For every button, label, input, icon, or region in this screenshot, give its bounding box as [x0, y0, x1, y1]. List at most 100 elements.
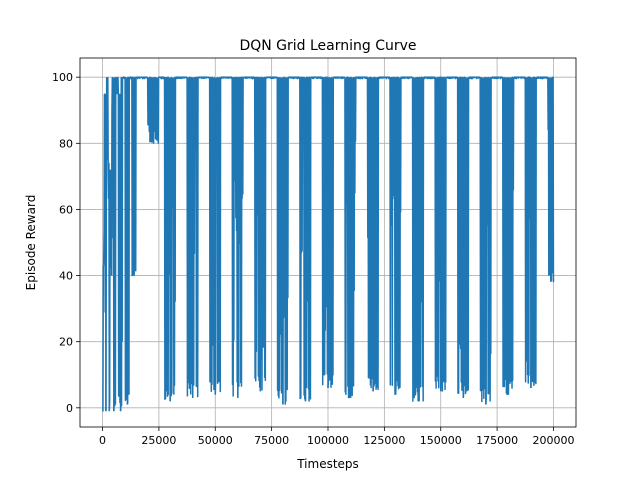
- series-line-segment: [400, 76, 408, 80]
- series-line-segment: [106, 76, 109, 164]
- series-line-segment: [507, 76, 515, 395]
- x-tick-label: 200000: [532, 434, 574, 447]
- x-tick-label: 175000: [476, 434, 518, 447]
- series-line-segment: [133, 76, 138, 276]
- series-line-segment: [389, 76, 397, 396]
- series-line-segment: [485, 76, 493, 405]
- series-line-segment: [253, 76, 262, 392]
- series-line-segment: [310, 76, 318, 80]
- series-line-segment: [131, 76, 135, 277]
- x-tick-label: 100000: [307, 434, 349, 447]
- series-line-segment: [299, 76, 307, 402]
- series-line-segment: [491, 76, 498, 80]
- series-line-segment: [259, 76, 267, 392]
- series-line-segment: [102, 265, 105, 412]
- y-tick-label: 0: [66, 402, 73, 415]
- plot-area: [102, 76, 555, 412]
- series-line-segment: [248, 76, 256, 80]
- series-line-segment: [126, 76, 131, 405]
- series-line-segment: [423, 76, 431, 80]
- series-line-segment: [468, 76, 476, 80]
- series-line-segment: [124, 76, 129, 405]
- series-line-segment: [214, 76, 222, 395]
- series-line-segment: [113, 76, 117, 412]
- series-line-segment: [203, 76, 211, 80]
- x-tick-label: 0: [99, 434, 106, 447]
- series-line-segment: [140, 76, 144, 80]
- series-line-segment: [524, 76, 532, 388]
- series-line-segment: [197, 76, 205, 80]
- x-tick-label: 75000: [254, 434, 289, 447]
- series-line-segment: [501, 77, 510, 396]
- series-line-segment: [411, 76, 419, 402]
- series-line-segment: [355, 76, 363, 80]
- series-line-segment: [163, 76, 171, 402]
- series-line-segment: [327, 76, 335, 389]
- series-line-segment: [541, 76, 549, 80]
- y-tick-label: 100: [52, 71, 73, 84]
- series-line-segment: [474, 76, 481, 80]
- y-tick-label: 20: [59, 336, 73, 349]
- series-line-segment: [462, 76, 470, 398]
- series-line-segment: [243, 76, 250, 80]
- series-line-segment: [417, 76, 425, 402]
- series-line-segment: [288, 76, 295, 80]
- x-tick-label: 50000: [198, 434, 233, 447]
- series-line-segment: [383, 76, 391, 80]
- series-line-segment: [361, 76, 369, 80]
- series-line-segment: [135, 76, 140, 80]
- series-line-segment: [496, 76, 504, 80]
- series-line-segment: [138, 76, 142, 79]
- y-tick-label: 60: [59, 203, 73, 216]
- series-line-segment: [208, 76, 217, 395]
- series-line-segment: [479, 76, 487, 405]
- series-line-segment: [169, 76, 177, 402]
- series-line-segment: [293, 76, 301, 80]
- y-axis-label: Episode Reward: [24, 195, 38, 291]
- series-line-segment: [220, 76, 228, 80]
- x-tick-label: 125000: [363, 434, 405, 447]
- series-line-segment: [366, 76, 374, 392]
- series-line-segment: [321, 76, 329, 388]
- series-line-segment: [429, 76, 436, 80]
- series-line-segment: [146, 76, 155, 144]
- series-line-segment: [191, 76, 200, 398]
- x-axis-label: Timesteps: [296, 457, 359, 471]
- series-line-segment: [513, 76, 521, 80]
- series-line-segment: [265, 76, 273, 80]
- series-line-segment: [152, 76, 160, 145]
- y-tick-label: 80: [59, 137, 73, 150]
- series-line-segment: [276, 76, 284, 405]
- series-line-segment: [231, 76, 239, 398]
- series-line-segment: [282, 76, 289, 405]
- x-tick-label: 150000: [420, 434, 462, 447]
- series-line-segment: [338, 76, 346, 80]
- series-line-segment: [344, 76, 352, 399]
- series-line-segment: [451, 76, 459, 80]
- series-line-segment: [271, 76, 278, 80]
- series-line-segment: [445, 76, 453, 80]
- series-line-segment: [394, 76, 402, 395]
- series-line-segment: [158, 76, 166, 80]
- series-line-segment: [536, 76, 543, 80]
- series-line-segment: [117, 93, 122, 412]
- series-line-segment: [434, 76, 442, 392]
- series-line-segment: [226, 76, 233, 79]
- series-line-segment: [181, 76, 188, 80]
- series-line-segment: [349, 76, 357, 398]
- series-line-segment: [333, 76, 340, 79]
- series-line-segment: [175, 76, 183, 80]
- series-line-segment: [406, 76, 414, 80]
- ticks: 0 25000 50000 75000 100000 125000 150000 175000…: [52, 71, 574, 447]
- y-tick-label: 40: [59, 270, 73, 283]
- series-line-segment: [547, 76, 555, 283]
- series-line-segment: [378, 76, 385, 80]
- series-line-segment: [439, 76, 448, 392]
- series-line-segment: [237, 76, 245, 398]
- series-line-segment: [304, 76, 312, 402]
- x-tick-label: 25000: [141, 434, 176, 447]
- chart-title: DQN Grid Learning Curve: [239, 38, 416, 54]
- series-line-segment: [456, 76, 465, 398]
- series-line-segment: [115, 76, 120, 95]
- series-line-segment: [530, 76, 538, 388]
